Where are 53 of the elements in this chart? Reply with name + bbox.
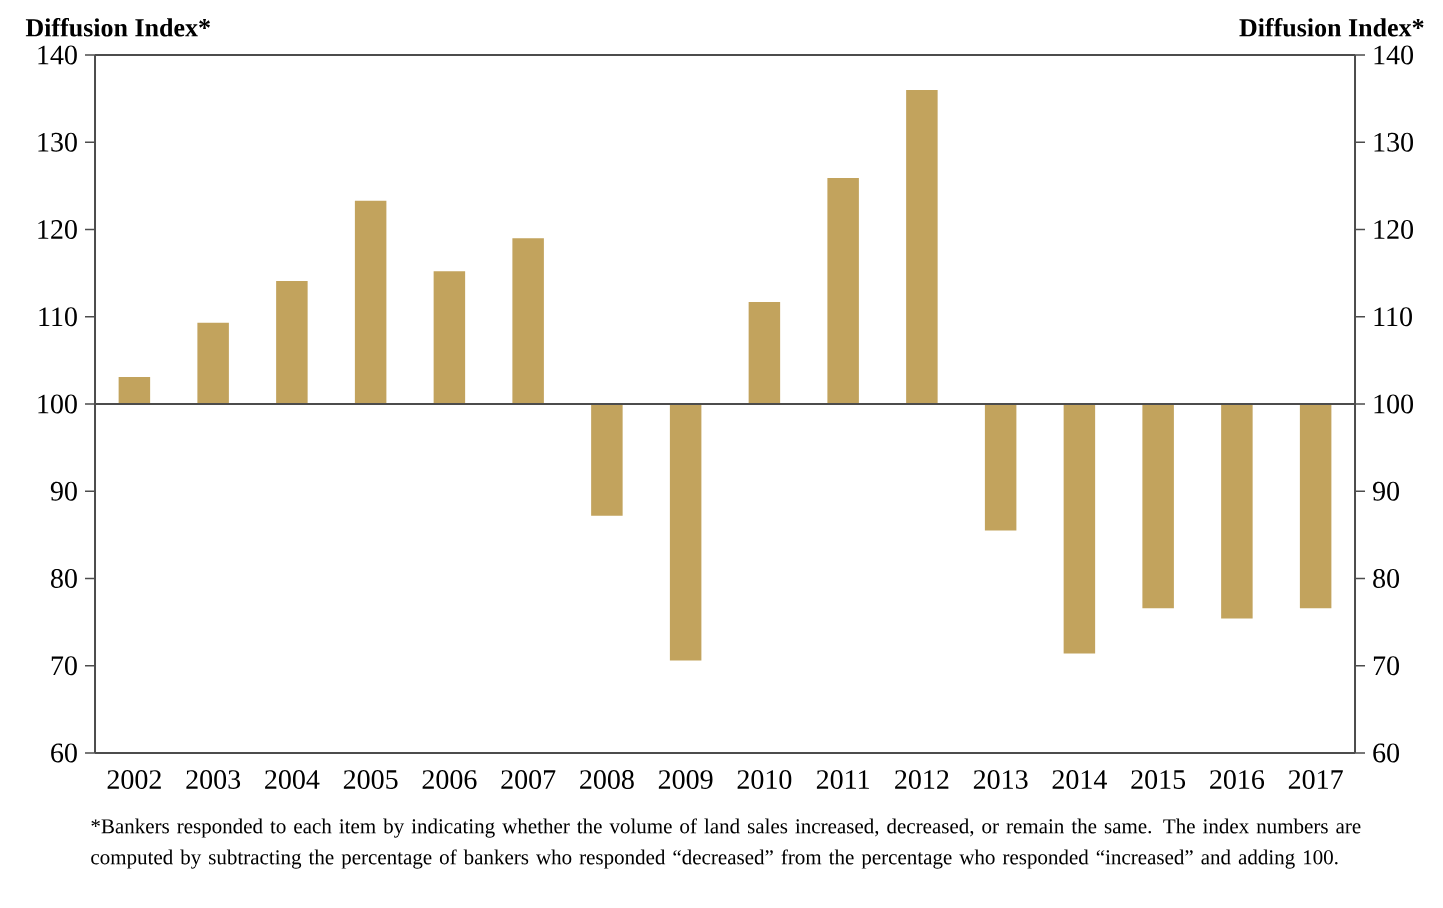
x-tick-label: 2002 [107,770,161,789]
x-tick-label: 2005 [343,770,398,789]
text: *Bankers responded to each item by indicating whether the volume of land sales increased, decreased, or remain the same. The index numbers are computed by subtracting the percentage of bankers who responded “decreased” from the percentage who responded “increased” and adding 100. [91,818,1361,869]
x-tick-label: 2007 [501,770,556,789]
x-tick-label: 2015 [1131,770,1186,789]
bar [1063,403,1096,654]
y-axis-title: Diffusion Index* [25,17,210,37]
y2-tick-label: 130 [1374,132,1413,152]
y-tick-label: 60 [51,743,77,763]
bar [1142,403,1174,609]
y-tick-label: 80 [51,569,77,588]
x-tick-label: 2010 [737,770,792,789]
y2-tick-label: 90 [1372,481,1399,501]
y2-tick-label: 110 [1374,307,1412,327]
bar [512,238,544,404]
bar [591,403,623,516]
bar [433,271,466,404]
x-tick-label: 2017 [1288,770,1343,789]
bar [1299,403,1332,609]
bar [906,89,938,404]
y2-tick-label: 140 [1374,45,1413,65]
bar [197,322,229,404]
bar [118,376,151,404]
x-tick-label: 2011 [816,770,869,789]
y-tick-label: 120 [38,220,77,239]
y-tick-label: 70 [51,656,77,676]
y2-tick-label: 60 [1373,743,1399,763]
y-tick-label: 110 [39,307,77,327]
x-tick-label: 2008 [580,770,634,789]
bar [354,200,387,404]
bar [827,178,859,404]
bar [669,403,702,661]
x-tick-label: 2003 [186,770,241,789]
bar [984,403,1017,531]
x-tick-label: 2006 [422,770,477,789]
y-tick-label: 100 [38,394,77,414]
bar [748,301,781,404]
y2-tick-label: 120 [1374,220,1413,239]
x-tick-label: 2014 [1052,770,1107,789]
y-tick-label: 140 [38,45,77,65]
y2-tick-label: 80 [1373,569,1399,588]
x-tick-label: 2016 [1210,770,1265,789]
x-tick-label: 2004 [265,770,320,789]
x-tick-label: 2012 [895,770,949,789]
y-tick-label: 130 [38,132,77,152]
y2-tick-label: 70 [1373,656,1399,676]
y2-axis-title: Diffusion Index* [1239,17,1424,37]
x-tick-label: 2013 [973,770,1028,789]
bar [1221,403,1253,619]
y-tick-label: 90 [50,481,77,501]
y2-tick-label: 100 [1374,394,1413,414]
x-tick-label: 2009 [658,770,713,789]
bar [276,280,308,404]
